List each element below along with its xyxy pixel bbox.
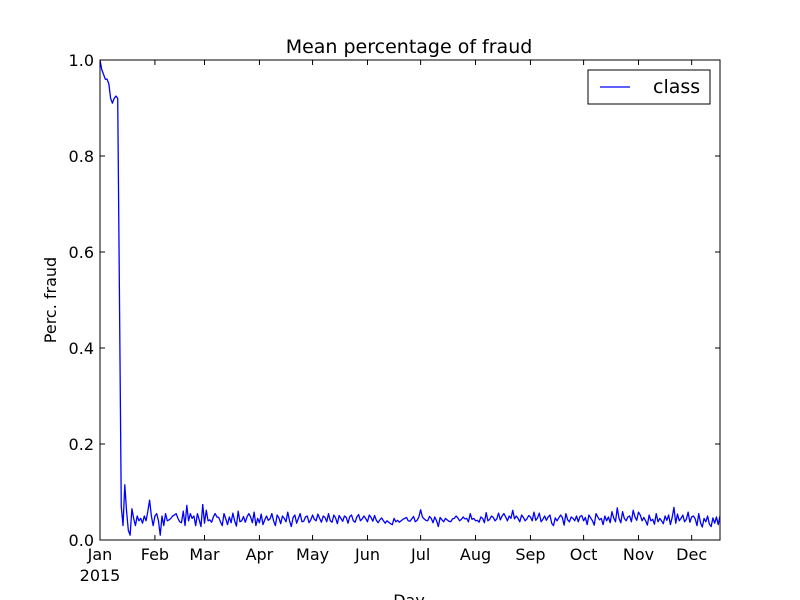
- x-axis-ticks: Jan 2015 Feb Mar Apr May Jun Jul Aug Sep Oct Nov Dec: [80, 60, 707, 585]
- x-tick-label: May: [296, 545, 329, 564]
- y-tick-label: 0.4: [69, 339, 94, 358]
- y-tick-label: 1.0: [69, 51, 94, 70]
- x-tick-label: Nov: [623, 545, 654, 564]
- y-tick-label: 0.0: [69, 531, 94, 550]
- x-tick-label: Aug: [460, 545, 491, 564]
- chart-title: Mean percentage of fraud: [286, 36, 533, 58]
- x-tick-label: Feb: [141, 545, 169, 564]
- y-tick-label: 0.6: [69, 243, 94, 262]
- y-axis-ticks: 0.0 0.2 0.4 0.6 0.8 1.0: [69, 51, 720, 550]
- series-layer: [100, 60, 720, 536]
- plot-area: [99, 59, 721, 541]
- series-line-0: [100, 60, 720, 536]
- legend: class: [587, 69, 711, 105]
- legend-entry-label: class: [653, 76, 700, 98]
- x-tick-label: Dec: [676, 545, 707, 564]
- x-tick-label: Oct: [570, 545, 598, 564]
- y-axis-label: Perc. fraud: [41, 257, 60, 343]
- x-tick-sublabel: 2015: [80, 566, 121, 585]
- x-tick-label: Apr: [246, 545, 274, 564]
- x-tick-label: Jan: [87, 545, 113, 564]
- x-tick-label: Sep: [515, 545, 545, 564]
- y-tick-label: 0.2: [69, 435, 94, 454]
- x-tick-label: Jun: [354, 545, 380, 564]
- y-tick-label: 0.8: [69, 147, 94, 166]
- x-tick-label: Mar: [189, 545, 220, 564]
- x-axis-label: Day: [393, 591, 425, 600]
- x-tick-label: Jul: [410, 545, 430, 564]
- plot-frame: [99, 59, 721, 541]
